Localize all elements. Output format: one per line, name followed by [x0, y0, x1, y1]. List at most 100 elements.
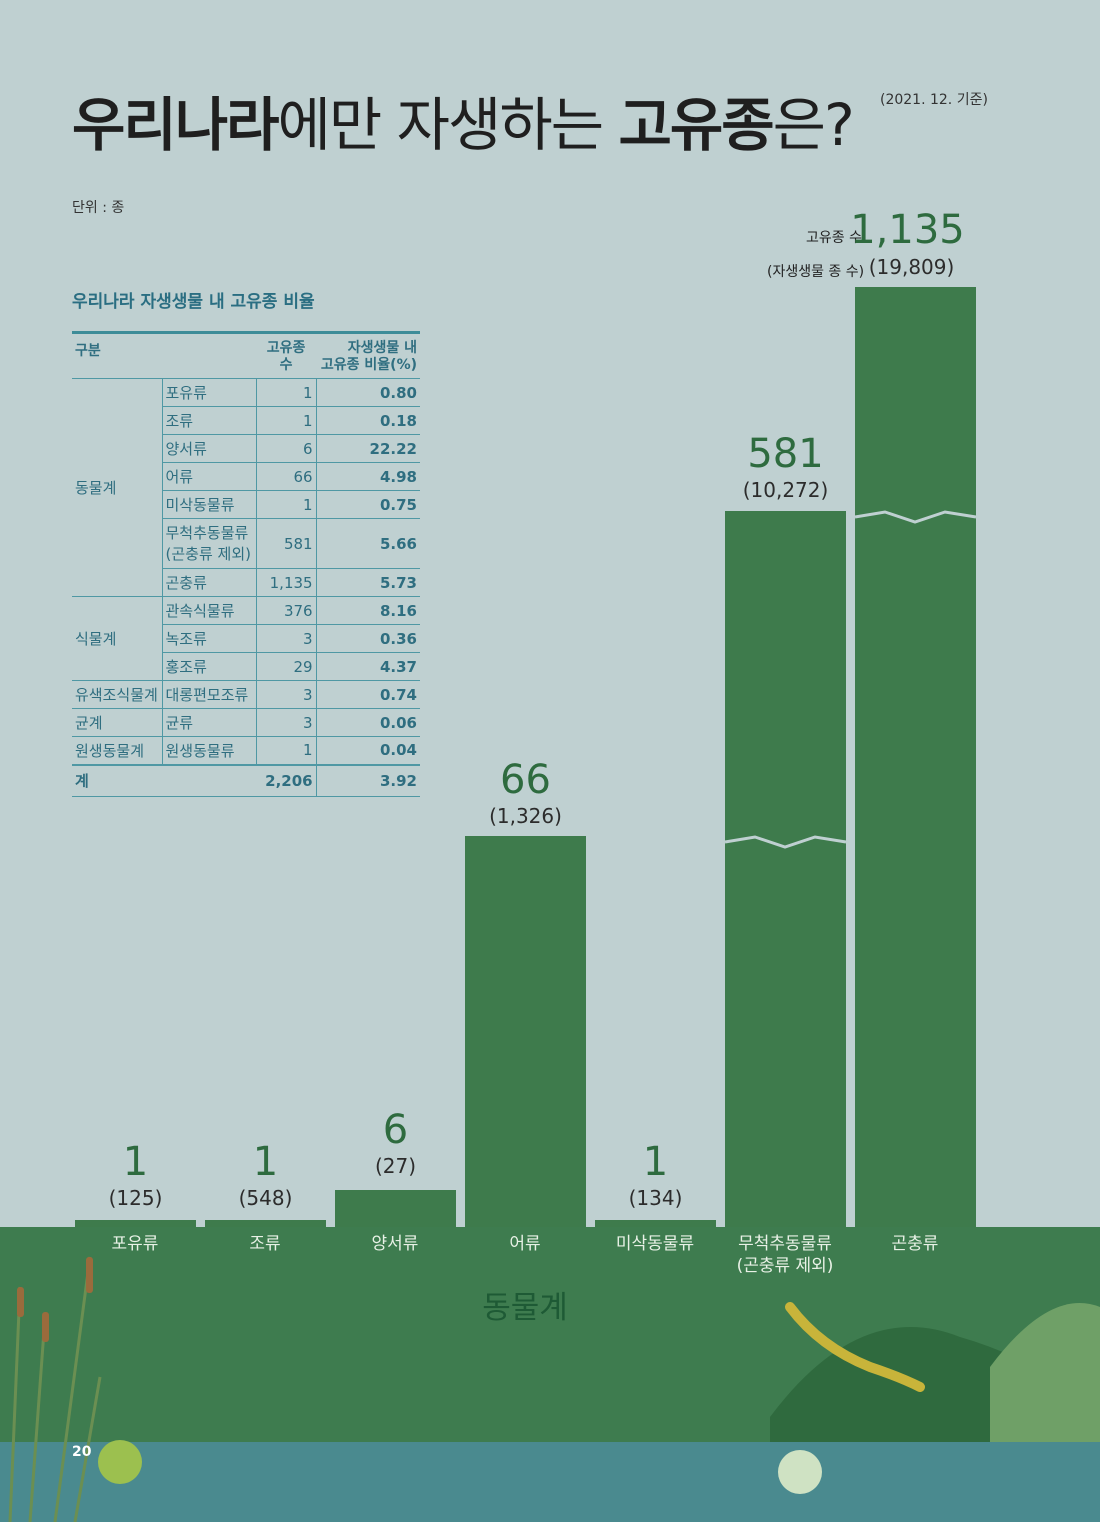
count-cell: 3 — [255, 680, 317, 709]
table-row: 무척추동물류 (곤충류 제외) 581 5.66 — [72, 518, 420, 569]
total-label: (19,809) — [869, 255, 955, 279]
total-row: 계 2,206 3.92 — [72, 763, 420, 797]
table-row: 식물계 관속식물류 376 8.16 — [72, 596, 420, 681]
ratio-cell: 4.98 — [316, 462, 420, 491]
category-label-line1: 무척추동물류 — [738, 1234, 832, 1254]
value-label: 6 — [383, 1107, 408, 1153]
table-row: 원생동물계 원생동물류 1 0.04 — [72, 736, 420, 765]
water-band — [0, 1442, 1100, 1522]
value-label: 1 — [123, 1139, 148, 1185]
count-cell: 3 — [255, 624, 317, 653]
total-label: (10,272) — [743, 478, 829, 502]
title-part: 은? — [772, 91, 855, 159]
count-cell: 6 — [255, 434, 317, 463]
table-header-row: 구분 고유종 수 자생생물 내 고유종 비율(%) — [72, 332, 420, 379]
frog-shape — [98, 1440, 142, 1484]
category-label: 미삭동물류 — [615, 1234, 695, 1254]
title-part: 고유종 — [618, 91, 775, 159]
ratio-cell: 0.75 — [316, 490, 420, 519]
total-label: (134) — [629, 1186, 683, 1210]
landscape-illustration — [0, 1256, 1100, 1522]
axis-break-mark — [854, 510, 977, 524]
table-row: 어류 66 4.98 — [72, 462, 420, 491]
page-title: 우리나라에만 자생하는 고유종은? — [72, 78, 855, 162]
ratio-cell: 0.74 — [316, 680, 420, 709]
ratio-table: 구분 고유종 수 자생생물 내 고유종 비율(%) 동물계 포유류 1 0.80 … — [72, 331, 420, 797]
ratio-cell: 0.06 — [316, 708, 420, 737]
sub-line2: (곤충류 제외) — [165, 544, 251, 563]
sub-cell: 관속식물류 — [161, 596, 257, 625]
ratio-cell: 8.16 — [316, 596, 420, 625]
count-cell: 1 — [255, 378, 317, 407]
ratio-cell: 4.37 — [316, 652, 420, 681]
sub-cell: 원생동물류 — [161, 736, 257, 765]
table-row: 홍조류 29 4.37 — [72, 652, 420, 681]
reed-heads — [17, 1257, 93, 1342]
count-cell: 66 — [255, 462, 317, 491]
count-cell: 1 — [255, 406, 317, 435]
total-label: (125) — [109, 1186, 163, 1210]
sub-cell: 조류 — [161, 406, 257, 435]
total-label: (27) — [375, 1154, 416, 1178]
total-label: (1,326) — [489, 804, 562, 828]
bar — [205, 1220, 326, 1227]
value-label: 1,135 — [850, 207, 965, 253]
category-label: 곤충류 — [891, 1234, 939, 1254]
group-label: 동물계 — [482, 1290, 568, 1326]
sub-cell: 녹조류 — [161, 624, 257, 653]
count-cell: 3 — [255, 708, 317, 737]
ratio-cell: 0.18 — [316, 406, 420, 435]
bar — [465, 836, 586, 1227]
table-row: 동물계 포유류 1 0.80 — [72, 378, 420, 597]
table-row: 미삭동물류 1 0.75 — [72, 490, 420, 519]
salamander-shape — [785, 1302, 925, 1392]
group-cell: 유색조식물계 — [72, 680, 162, 709]
bar — [75, 1220, 196, 1227]
table-row: 균계 균류 3 0.06 — [72, 708, 420, 737]
value-label: 1 — [253, 1139, 278, 1185]
group-cell: 식물계 — [72, 596, 162, 681]
category-label: 포유류 — [111, 1234, 159, 1254]
ratio-cell: 0.80 — [316, 378, 420, 407]
ratio-cell: 22.22 — [316, 434, 420, 463]
table-row: 조류 1 0.18 — [72, 406, 420, 435]
unit-label: 단위 : 종 — [72, 200, 125, 216]
ratio-cell: 5.73 — [316, 568, 420, 597]
count-cell: 1 — [255, 490, 317, 519]
title-part: 우리나라 — [72, 91, 279, 159]
header-ratio-line1: 자생생물 내 — [347, 340, 417, 356]
sub-cell: 양서류 — [161, 434, 257, 463]
sub-cell: 균류 — [161, 708, 257, 737]
count-cell: 376 — [255, 596, 317, 625]
header-category: 구분 — [72, 332, 257, 379]
value-label: 1 — [643, 1139, 668, 1185]
hill-shape — [990, 1303, 1100, 1442]
table-row: 곤충류 1,135 5.73 — [72, 568, 420, 597]
total-label: (548) — [239, 1186, 293, 1210]
category-label: 어류 — [509, 1234, 541, 1254]
total-label: 계 — [72, 763, 257, 797]
group-cell: 동물계 — [72, 378, 162, 597]
bar — [335, 1190, 456, 1227]
sub-cell: 미삭동물류 — [161, 490, 257, 519]
value-label: 581 — [747, 431, 823, 477]
page-number: 20 — [72, 1444, 92, 1460]
header-count: 고유종 수 — [256, 332, 317, 379]
axis-break-mark — [724, 835, 847, 849]
table-title: 우리나라 자생생물 내 고유종 비율 — [72, 292, 315, 312]
reeds — [8, 1256, 102, 1522]
table-row: 유색조식물계 대롱편모조류 3 0.74 — [72, 680, 420, 709]
legend-endemic-label: 고유종 수 — [806, 230, 862, 246]
category-label: 양서류 — [371, 1234, 419, 1254]
bar — [595, 1220, 716, 1227]
table-row: 녹조류 3 0.36 — [72, 624, 420, 653]
sub-cell: 무척추동물류 (곤충류 제외) — [161, 518, 257, 569]
bar — [855, 287, 976, 1227]
sub-cell: 곤충류 — [161, 568, 257, 597]
ratio-cell: 5.66 — [316, 518, 420, 569]
legend-native-label: (자생생물 종 수) — [767, 264, 865, 280]
group-cell: 원생동물계 — [72, 736, 162, 765]
ratio-cell: 0.04 — [316, 736, 420, 765]
snail-shell — [778, 1450, 822, 1494]
